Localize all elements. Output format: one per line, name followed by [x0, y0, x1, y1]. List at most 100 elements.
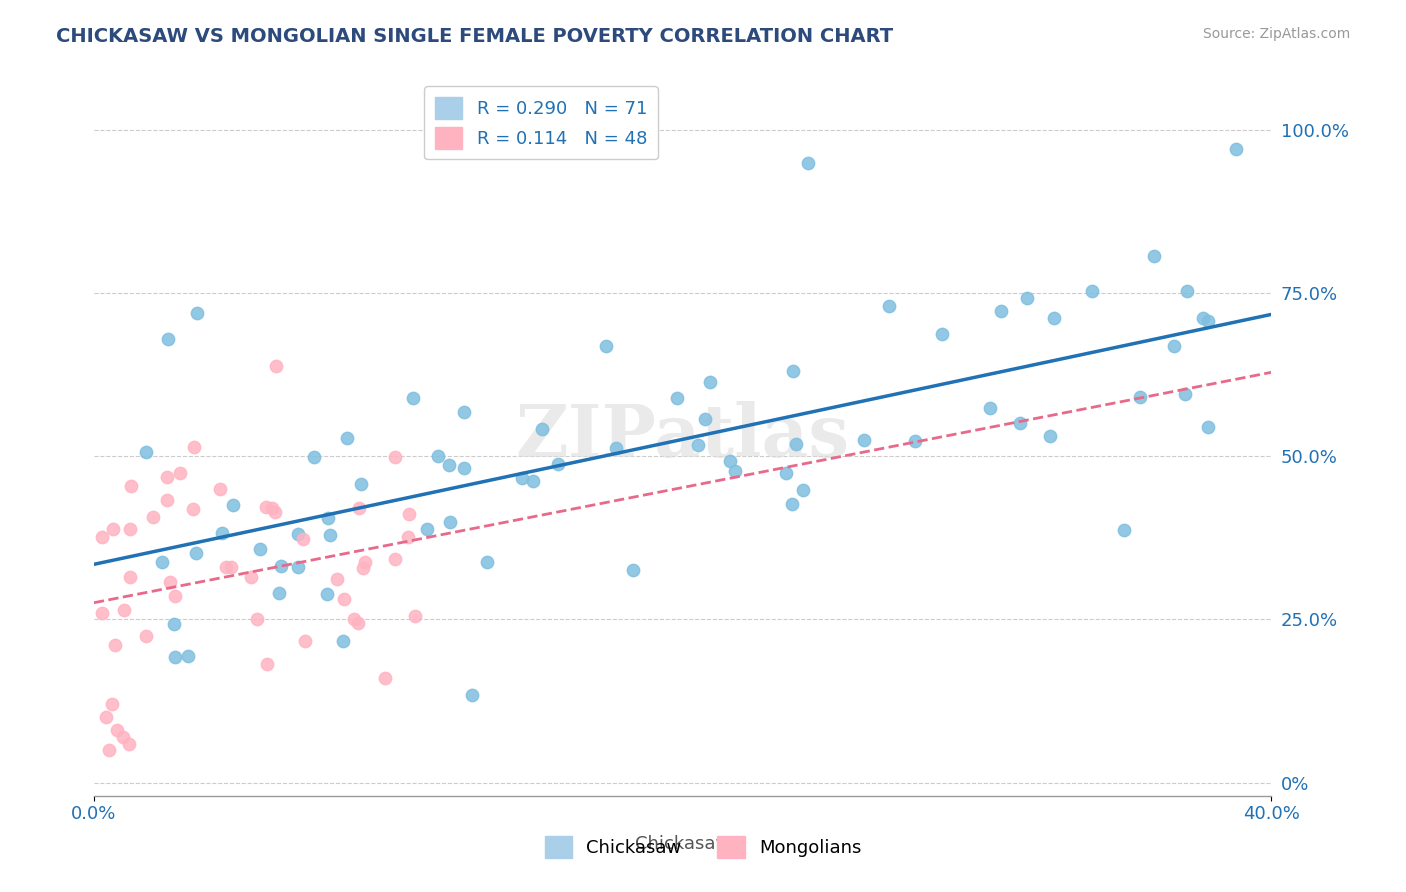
Point [302, 450, 325, 464]
Point [416, 522, 439, 536]
Point [142, 509, 165, 524]
Point [1129, 390, 1152, 404]
Point [100, 698, 122, 712]
Point [101, 522, 124, 536]
Point [246, 612, 269, 626]
Point [437, 458, 460, 472]
Point [326, 572, 349, 586]
Point [931, 326, 953, 341]
Text: Source: ZipAtlas.com: Source: ZipAtlas.com [1202, 27, 1350, 41]
Point [112, 730, 135, 744]
Point [219, 560, 242, 574]
Point [343, 612, 366, 626]
Point [270, 559, 292, 574]
Point [547, 457, 569, 471]
Point [718, 454, 741, 468]
Point [97, 743, 120, 757]
Point [510, 471, 533, 485]
Point [595, 339, 617, 353]
Point [118, 737, 141, 751]
Point [208, 482, 231, 496]
Point [186, 305, 208, 319]
Point [402, 391, 425, 405]
Point [94, 710, 117, 724]
Point [150, 555, 173, 569]
Point [347, 615, 370, 630]
Point [699, 376, 721, 390]
Point [1143, 249, 1166, 263]
Point [350, 476, 373, 491]
Point [114, 603, 136, 617]
Point [398, 507, 420, 521]
Point [426, 449, 449, 463]
Point [269, 586, 291, 600]
Point [118, 569, 141, 583]
Point [775, 466, 797, 480]
Point [249, 541, 271, 556]
Point [354, 555, 377, 569]
Point [374, 671, 396, 685]
Point [461, 688, 484, 702]
Point [336, 432, 359, 446]
Point [214, 559, 236, 574]
Point [1197, 314, 1219, 328]
Point [184, 546, 207, 560]
Point [104, 638, 127, 652]
Point [979, 401, 1001, 415]
Point [177, 648, 200, 663]
Point [1081, 284, 1104, 298]
Point [1112, 523, 1135, 537]
Point [165, 649, 187, 664]
Point [904, 434, 927, 448]
Point [183, 441, 205, 455]
Point [1043, 311, 1066, 326]
Point [156, 332, 179, 346]
Point [159, 574, 181, 589]
Point [156, 469, 179, 483]
Point [332, 634, 354, 648]
Point [724, 464, 747, 478]
Point [156, 492, 179, 507]
Point [1163, 338, 1185, 352]
Legend: R = 0.290   N = 71, R = 0.114   N = 48: R = 0.290 N = 71, R = 0.114 N = 48 [425, 87, 658, 160]
Point [1017, 291, 1039, 305]
Point [522, 474, 544, 488]
Point [796, 156, 818, 170]
Point [396, 530, 419, 544]
Point [240, 569, 263, 583]
Point [256, 657, 278, 672]
Point [792, 483, 814, 498]
Point [107, 723, 129, 738]
Point [318, 511, 340, 525]
Point [262, 500, 284, 515]
Point [1175, 284, 1198, 298]
Point [475, 555, 498, 569]
Point [785, 436, 807, 450]
Point [287, 527, 309, 541]
Point [853, 434, 876, 448]
Point [531, 422, 554, 436]
Point [1173, 387, 1195, 401]
Point [1039, 429, 1062, 443]
Point [319, 528, 342, 542]
Point [404, 609, 426, 624]
Point [1010, 416, 1032, 430]
Point [782, 364, 804, 378]
Point [294, 634, 316, 648]
Text: CHICKASAW VS MONGOLIAN SINGLE FEMALE POVERTY CORRELATION CHART: CHICKASAW VS MONGOLIAN SINGLE FEMALE POV… [56, 27, 893, 45]
Point [1225, 142, 1247, 156]
Point [666, 391, 689, 405]
Point [333, 592, 356, 607]
Point [211, 525, 233, 540]
Point [352, 561, 374, 575]
Point [315, 587, 337, 601]
Point [292, 532, 315, 546]
Point [169, 466, 191, 480]
Point [693, 411, 716, 425]
Text: ZIPatlas: ZIPatlas [516, 401, 849, 472]
Point [221, 498, 243, 512]
Point [120, 478, 142, 492]
Point [780, 497, 803, 511]
Point [439, 515, 461, 529]
Point [453, 461, 475, 475]
